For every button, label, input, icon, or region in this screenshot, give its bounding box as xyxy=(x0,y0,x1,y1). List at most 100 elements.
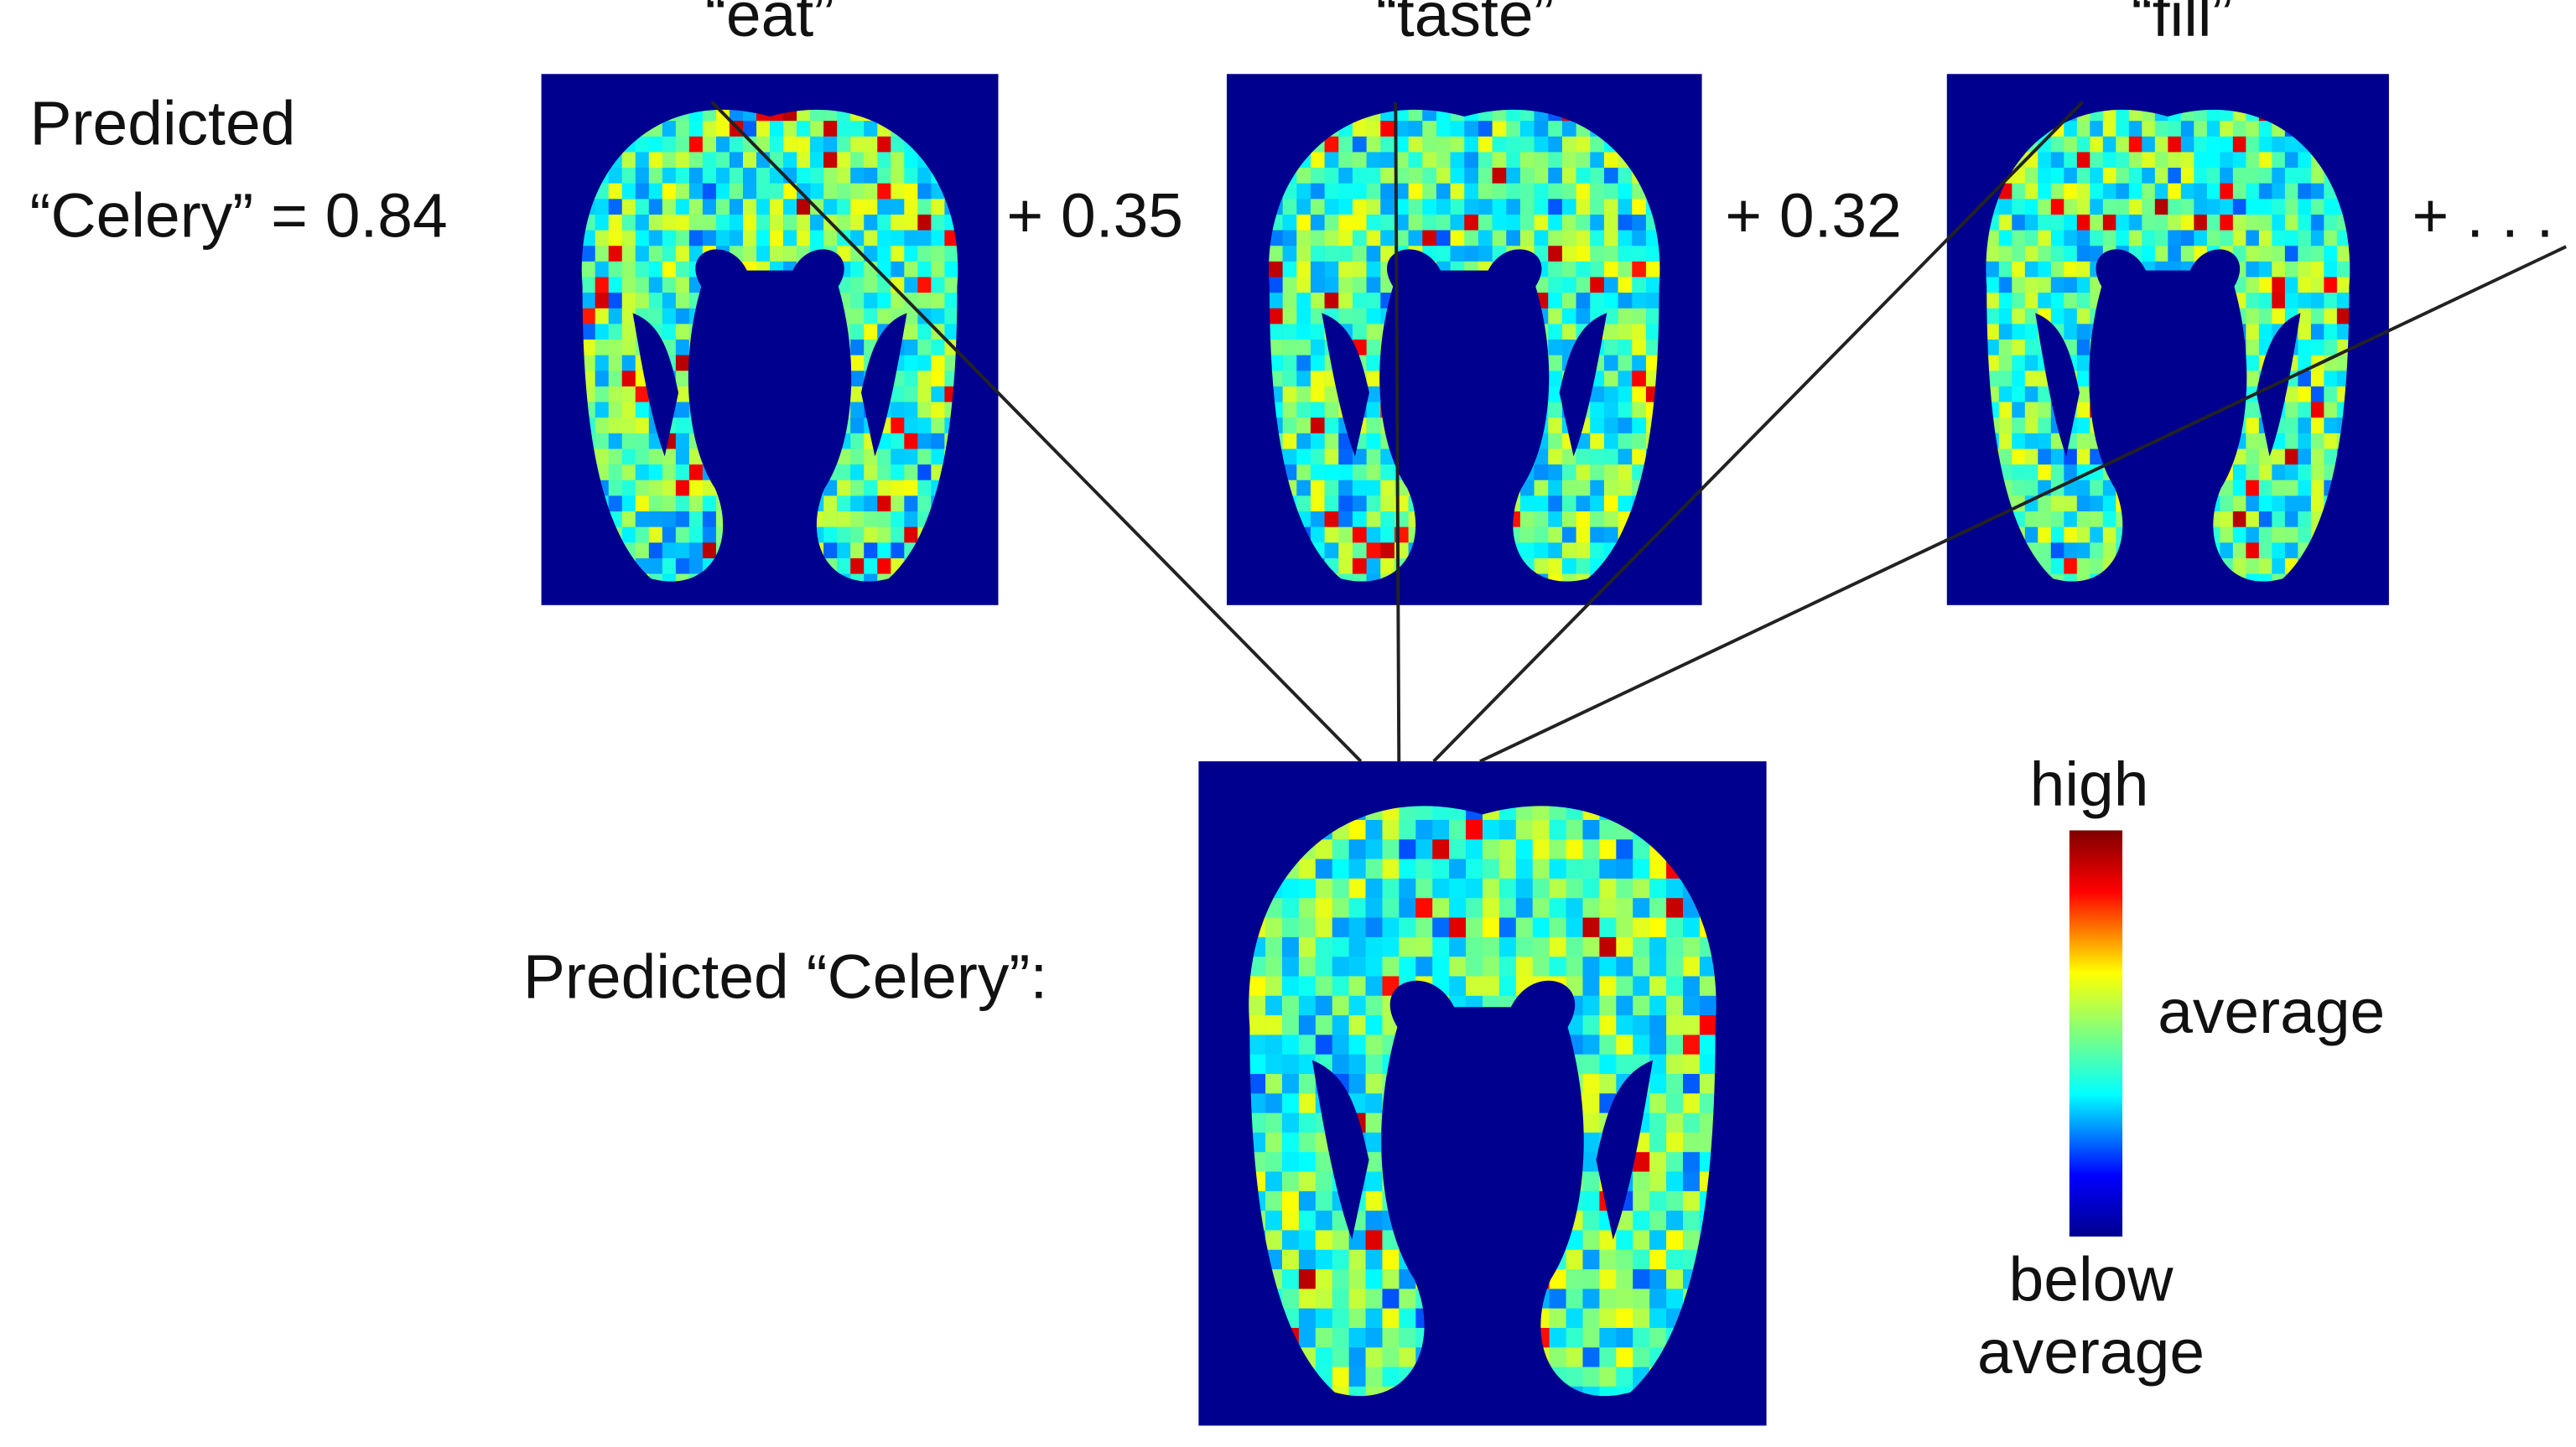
voxel xyxy=(1603,386,1618,402)
voxel xyxy=(783,183,797,200)
voxel xyxy=(1365,1386,1383,1397)
voxel xyxy=(2298,355,2312,371)
voxel xyxy=(662,542,677,559)
voxel xyxy=(2220,199,2234,215)
voxel xyxy=(850,386,865,402)
voxel xyxy=(2076,340,2090,355)
voxel xyxy=(2220,542,2234,559)
voxel xyxy=(2336,246,2350,262)
voxel xyxy=(877,230,891,246)
voxel xyxy=(2272,261,2286,277)
voxel xyxy=(1366,340,1381,355)
voxel xyxy=(2194,214,2208,231)
voxel xyxy=(648,558,663,574)
voxel xyxy=(702,136,717,153)
voxel xyxy=(1482,917,1500,938)
voxel xyxy=(648,136,663,153)
voxel xyxy=(2324,418,2338,434)
voxel xyxy=(1666,1112,1684,1133)
voxel xyxy=(1492,230,1507,246)
voxel xyxy=(2128,214,2142,231)
voxel xyxy=(2102,183,2116,200)
voxel xyxy=(2194,121,2208,137)
voxel xyxy=(1352,308,1367,324)
voxel xyxy=(1324,542,1339,559)
voxel xyxy=(1534,168,1549,184)
voxel xyxy=(662,183,677,200)
voxel xyxy=(2298,199,2312,215)
voxel xyxy=(1998,340,2012,355)
voxel xyxy=(1566,936,1583,957)
voxel xyxy=(1582,1327,1600,1348)
voxel xyxy=(702,495,717,512)
voxel xyxy=(1590,168,1605,184)
voxel xyxy=(1548,230,1563,246)
voxel xyxy=(2050,511,2064,527)
voxel xyxy=(1519,121,1535,137)
voxel xyxy=(2024,449,2038,465)
voxel xyxy=(1464,199,1479,215)
voxel xyxy=(810,121,824,137)
voxel xyxy=(1332,1269,1349,1289)
voxel xyxy=(1366,511,1381,527)
voxel xyxy=(1365,1054,1383,1075)
voxel xyxy=(2284,542,2298,559)
voxel xyxy=(1632,308,1647,324)
voxel xyxy=(729,152,744,169)
voxel xyxy=(1549,820,1566,840)
voxel xyxy=(1432,839,1450,860)
voxel xyxy=(1348,839,1366,860)
voxel xyxy=(2258,152,2272,169)
voxel xyxy=(688,121,704,137)
voxel xyxy=(2258,261,2272,277)
voxel xyxy=(1576,183,1591,200)
voxel xyxy=(2116,199,2130,215)
voxel xyxy=(837,136,851,153)
voxel xyxy=(2064,464,2078,481)
voxel xyxy=(2258,526,2272,543)
voxel xyxy=(877,449,891,465)
voxel xyxy=(648,214,663,231)
voxel xyxy=(1365,1269,1383,1289)
voxel xyxy=(1576,152,1591,169)
voxel xyxy=(1366,355,1381,371)
voxel xyxy=(1365,1112,1383,1133)
voxel xyxy=(1998,386,2012,402)
voxel xyxy=(2310,214,2324,231)
voxel xyxy=(1324,526,1339,543)
voxel xyxy=(2310,371,2324,387)
voxel xyxy=(2024,511,2038,527)
voxel xyxy=(1561,261,1576,277)
voxel xyxy=(1998,214,2012,231)
voxel xyxy=(702,183,717,200)
voxel xyxy=(944,355,958,371)
voxel xyxy=(1590,511,1605,527)
voxel xyxy=(595,324,609,340)
voxel xyxy=(1576,573,1591,582)
voxel xyxy=(1324,183,1339,200)
voxel xyxy=(2024,418,2038,434)
voxel xyxy=(1549,1327,1566,1348)
voxel xyxy=(608,464,623,481)
voxel xyxy=(608,324,623,340)
voxel xyxy=(1449,858,1467,879)
voxel xyxy=(1332,1015,1349,1035)
voxel xyxy=(1618,402,1633,418)
voxel xyxy=(1366,386,1381,402)
voxel xyxy=(2154,214,2168,231)
voxel xyxy=(864,542,878,559)
voxel xyxy=(850,277,865,293)
voxel xyxy=(1298,1132,1317,1153)
voxel xyxy=(2064,246,2078,262)
voxel xyxy=(1548,433,1563,449)
voxel xyxy=(1649,1015,1667,1035)
voxel xyxy=(2310,230,2324,246)
voxel xyxy=(2246,464,2260,481)
voxel xyxy=(1450,230,1465,246)
voxel xyxy=(1682,1112,1701,1133)
voxel xyxy=(1282,449,1297,465)
voxel xyxy=(1352,261,1367,277)
voxel xyxy=(1645,230,1660,246)
voxel xyxy=(891,214,905,231)
voxel xyxy=(1348,858,1366,879)
